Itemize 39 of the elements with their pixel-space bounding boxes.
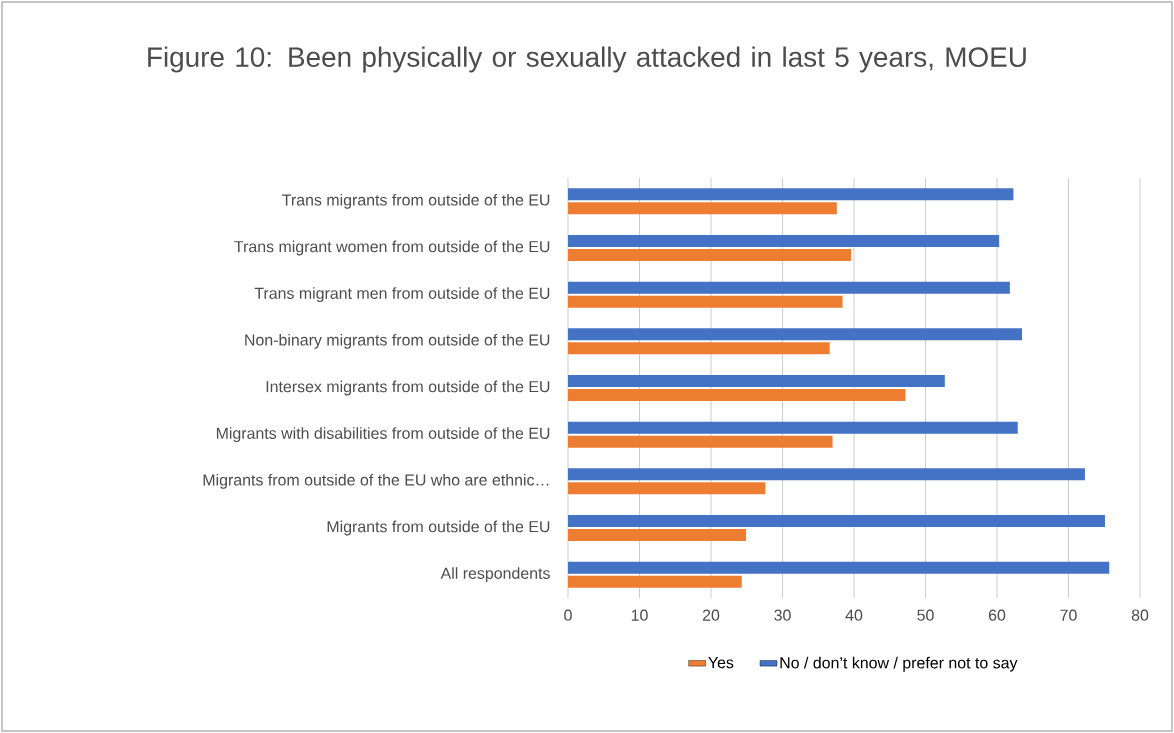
bar (568, 281, 1010, 294)
x-tick-label: 0 (564, 609, 572, 621)
bar (568, 234, 1000, 247)
x-tick-label: 10 (631, 609, 648, 621)
y-tick-label: Migrants from outside of the EU (327, 520, 550, 536)
x-tick-label: 40 (845, 609, 863, 621)
bar (568, 248, 852, 261)
bar (568, 482, 766, 495)
bar (568, 468, 1085, 481)
y-tick-label: All respondents (440, 567, 550, 583)
x-tick-label: 80 (1131, 609, 1149, 621)
x-tick-label: 20 (702, 609, 720, 621)
bar (568, 435, 833, 448)
y-tick-label: Trans migrant men from outside of the EU (254, 287, 550, 303)
x-tick-label: 50 (917, 609, 934, 621)
y-tick-label: Trans migrant women from outside of the EU (234, 240, 550, 256)
y-tick-label: Intersex migrants from outside of the EU (266, 380, 550, 396)
y-tick-label: Trans migrants from outside of the EU (282, 193, 550, 209)
chart-title: Figure 10: Been physically or sexually attacked in last 5 years, MOEU (148, 46, 1026, 73)
bar (568, 328, 1023, 341)
bar (568, 561, 1110, 574)
x-tick-label: 30 (774, 609, 791, 621)
bar (568, 514, 1105, 527)
bar (568, 388, 906, 401)
bar (568, 342, 830, 355)
bar (568, 295, 843, 308)
y-tick-label: Migrants with disabilities from outside of the EU (216, 427, 550, 443)
bar (568, 421, 1018, 434)
x-tick-label: 70 (1060, 609, 1077, 621)
legend-label: Yes (708, 657, 734, 669)
bar (568, 528, 747, 541)
bar (568, 188, 1014, 201)
bar (568, 202, 837, 215)
y-tick-label: Non-binary migrants from outside of the EU (245, 333, 550, 349)
bar (568, 575, 742, 588)
y-tick-label: Migrants from outside of the EU who are ethnic… (203, 473, 549, 489)
bar (568, 374, 945, 387)
x-tick-label: 60 (988, 609, 1006, 621)
legend-label: No / don’t know / prefer not to say (780, 656, 1018, 672)
